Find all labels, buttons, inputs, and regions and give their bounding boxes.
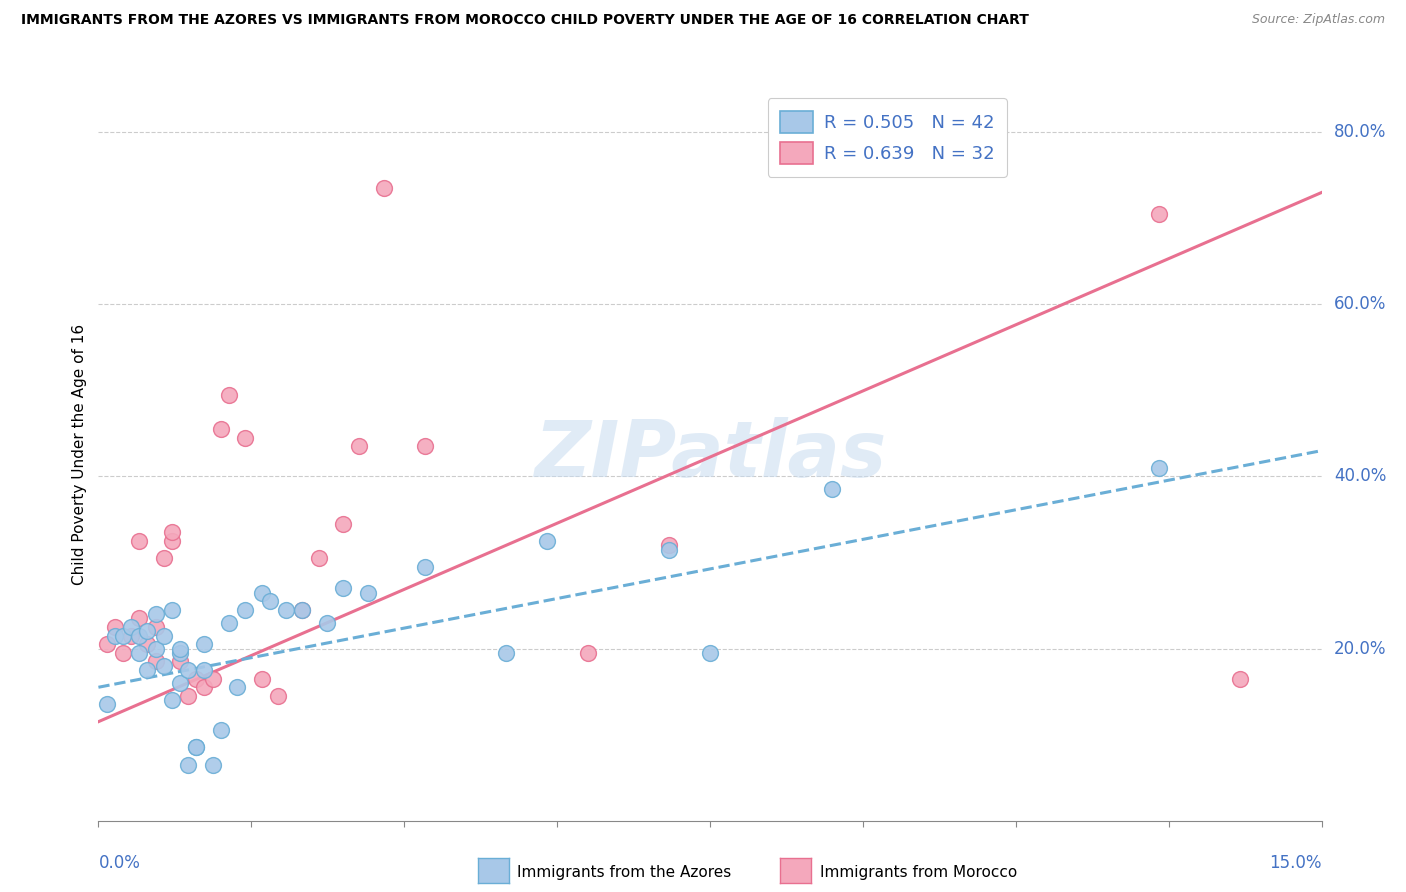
Text: 80.0%: 80.0% [1334,123,1386,141]
Point [128,646,150,660]
Point [274,603,297,617]
Point [1147,460,1170,475]
Point [186,672,208,686]
Point [821,483,844,497]
Point [233,603,256,617]
Point [218,615,240,630]
Point [152,629,174,643]
Point [128,629,150,643]
Point [136,637,159,651]
Point [96,637,118,651]
Point [104,620,127,634]
Point [120,620,142,634]
Point [145,655,167,669]
Point [169,646,191,660]
Point [152,551,174,566]
Text: Immigrants from Morocco: Immigrants from Morocco [820,865,1017,880]
Point [209,723,232,738]
Point [267,689,290,703]
Point [536,533,558,548]
Y-axis label: Child Poverty Under the Age of 16: Child Poverty Under the Age of 16 [72,325,87,585]
Legend: R = 0.505   N = 42, R = 0.639   N = 32: R = 0.505 N = 42, R = 0.639 N = 32 [768,98,1007,177]
Point [104,629,127,643]
Point [120,629,142,643]
Text: 15.0%: 15.0% [1270,854,1322,871]
Point [128,533,150,548]
Point [169,676,191,690]
Point [259,594,281,608]
Point [201,672,224,686]
Point [145,641,167,656]
Point [169,641,191,656]
Point [160,693,183,707]
Point [96,698,118,712]
Point [193,680,215,694]
Text: 40.0%: 40.0% [1334,467,1386,485]
Text: Immigrants from the Azores: Immigrants from the Azores [517,865,731,880]
Point [413,559,436,574]
Point [160,533,183,548]
Point [1147,207,1170,221]
Point [699,646,721,660]
Text: 60.0%: 60.0% [1334,295,1386,313]
Point [373,181,395,195]
Point [177,689,200,703]
Point [136,624,159,639]
Point [169,655,191,669]
Point [250,672,273,686]
Point [201,757,224,772]
Point [658,538,681,552]
Point [233,431,256,445]
Point [226,680,249,694]
Point [349,439,371,453]
Point [128,611,150,625]
Point [1229,672,1251,686]
Point [308,551,330,566]
Point [250,585,273,599]
Text: Source: ZipAtlas.com: Source: ZipAtlas.com [1251,13,1385,27]
Text: IMMIGRANTS FROM THE AZORES VS IMMIGRANTS FROM MOROCCO CHILD POVERTY UNDER THE AG: IMMIGRANTS FROM THE AZORES VS IMMIGRANTS… [21,13,1029,28]
Point [291,603,314,617]
Point [332,582,354,596]
Point [209,422,232,436]
Point [177,757,200,772]
Text: 0.0%: 0.0% [98,854,141,871]
Point [315,615,337,630]
Point [136,663,159,677]
Point [332,516,354,531]
Point [111,629,134,643]
Text: ZIPatlas: ZIPatlas [534,417,886,493]
Point [177,663,200,677]
Point [152,658,174,673]
Point [218,387,240,401]
Text: 20.0%: 20.0% [1334,640,1386,657]
Point [193,637,215,651]
Point [160,525,183,540]
Point [186,740,208,755]
Point [356,585,378,599]
Point [160,603,183,617]
Point [145,607,167,621]
Point [111,646,134,660]
Point [291,603,314,617]
Point [186,740,208,755]
Point [495,646,517,660]
Point [413,439,436,453]
Point [145,620,167,634]
Point [658,542,681,557]
Point [193,663,215,677]
Point [576,646,599,660]
